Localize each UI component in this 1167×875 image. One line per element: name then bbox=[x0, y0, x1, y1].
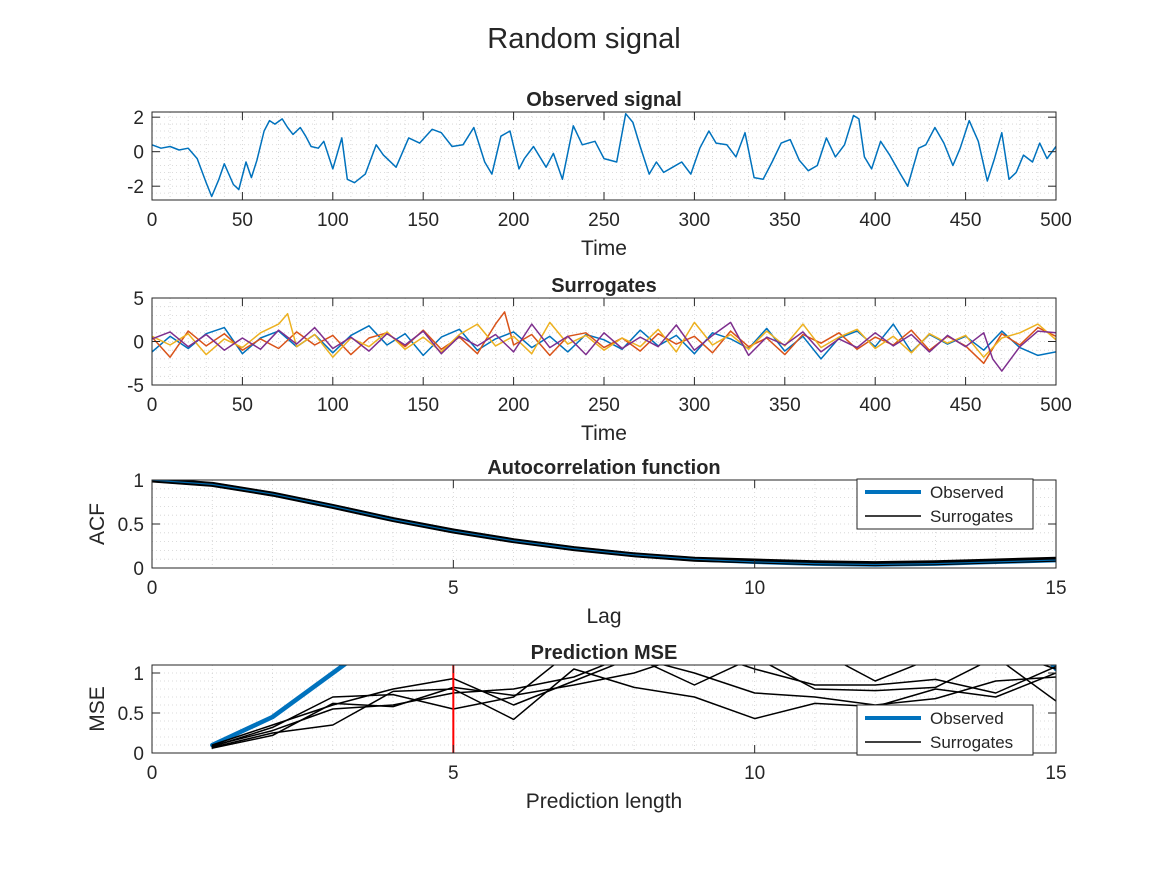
observed-y-tick-label: 2 bbox=[133, 108, 144, 129]
mse-legend-box bbox=[856, 704, 1034, 756]
mse-y-tick-label: 0 bbox=[133, 744, 144, 765]
mse-x-axis-label: Prediction length bbox=[526, 790, 682, 813]
mse-series-group bbox=[210, 665, 1056, 753]
acf-panel: 0 5 10 15 0 0.5 1 Autocorrelation function Lag AC… bbox=[86, 457, 1067, 628]
acf-series-group bbox=[152, 480, 1056, 567]
surrogates-x-tick-label: 400 bbox=[859, 395, 891, 416]
surrogates-y-tick-label: 0 bbox=[133, 333, 144, 354]
surrogates-x-tick-label: 50 bbox=[232, 395, 253, 416]
mse-y-tick-label: 1 bbox=[133, 664, 144, 685]
observed-series-group bbox=[152, 112, 1056, 198]
observed-x-tick-label: 100 bbox=[317, 210, 349, 231]
surrogates-x-tick-label: 500 bbox=[1040, 395, 1072, 416]
observed-x-tick-label: 50 bbox=[232, 210, 253, 231]
mse-panel: 0 5 10 15 0 0.5 1 Prediction MSE Prediction leng… bbox=[86, 642, 1067, 813]
observed-panel: 0 50 100 150 200 250 300 350 400 450 500-202Observ… bbox=[127, 89, 1072, 260]
acf-legend-label-observed: Observed bbox=[930, 483, 1004, 502]
mse-series-line-surrogates-4 bbox=[211, 668, 1056, 749]
surrogates-series-group bbox=[152, 311, 1056, 372]
surrogates-x-tick-label: 0 bbox=[147, 395, 158, 416]
observed-y-tick-label: -2 bbox=[127, 177, 144, 198]
mse-y-axis-label: MSE bbox=[86, 686, 109, 732]
acf-legend: Observed Surrogates bbox=[856, 478, 1034, 530]
acf-legend-label-surrogates: Surrogates bbox=[930, 507, 1013, 526]
observed-x-tick-label: 300 bbox=[679, 210, 711, 231]
acf-legend-box bbox=[856, 478, 1034, 530]
surrogates-x-tick-label: 100 bbox=[317, 395, 349, 416]
observed-x-tick-label: 400 bbox=[859, 210, 891, 231]
surrogates-y-tick-label: 5 bbox=[133, 289, 144, 310]
observed-x-tick-label: 0 bbox=[147, 210, 158, 231]
mse-legend: Observed Surrogates bbox=[856, 704, 1034, 756]
surrogates-x-axis-label: Time bbox=[581, 422, 627, 445]
acf-y-tick-label: 0.5 bbox=[118, 515, 144, 536]
surrogates-series-line-line-2 bbox=[152, 311, 1056, 365]
mse-series-line-surrogates-2 bbox=[211, 665, 1056, 748]
surrogates-x-tick-label: 250 bbox=[588, 395, 620, 416]
acf-x-axis-label: Lag bbox=[586, 605, 621, 628]
surrogates-x-tick-label: 450 bbox=[950, 395, 982, 416]
observed-title: Observed signal bbox=[526, 89, 682, 111]
mse-axes-box bbox=[151, 664, 1057, 754]
mse-x-tick-label: 10 bbox=[744, 763, 765, 784]
mse-series-line-surrogates-5 bbox=[211, 665, 1056, 747]
acf-x-tick-label: 5 bbox=[448, 578, 459, 599]
mse-x-tick-label: 15 bbox=[1045, 763, 1066, 784]
surrogates-x-tick-label: 150 bbox=[407, 395, 439, 416]
acf-y-axis-label: ACF bbox=[86, 503, 109, 545]
observed-x-tick-label: 500 bbox=[1040, 210, 1072, 231]
surrogates-title: Surrogates bbox=[551, 275, 657, 297]
observed-x-tick-label: 150 bbox=[407, 210, 439, 231]
surrogates-y-tick-label: -5 bbox=[127, 376, 144, 397]
acf-x-tick-label: 0 bbox=[147, 578, 158, 599]
mse-series-line-surrogates-6 bbox=[211, 665, 1056, 749]
surrogates-panel: 0 50 100 150 200 250 300 350 400 450 500-505Surrog… bbox=[127, 275, 1072, 445]
mse-x-tick-label: 5 bbox=[448, 763, 459, 784]
surrogates-x-tick-label: 300 bbox=[679, 395, 711, 416]
acf-title: Autocorrelation function bbox=[487, 457, 720, 479]
acf-y-tick-label: 0 bbox=[133, 559, 144, 580]
acf-observed-highlight bbox=[152, 480, 1056, 566]
observed-x-axis-label: Time bbox=[581, 237, 627, 260]
mse-legend-label-surrogates: Surrogates bbox=[930, 733, 1013, 752]
acf-y-tick-label: 1 bbox=[133, 471, 144, 492]
observed-x-tick-label: 200 bbox=[498, 210, 530, 231]
mse-y-tick-label: 0.5 bbox=[118, 704, 144, 725]
mse-legend-label-observed: Observed bbox=[930, 709, 1004, 728]
observed-y-tick-label: 0 bbox=[133, 143, 144, 164]
observed-x-tick-label: 350 bbox=[769, 210, 801, 231]
acf-x-tick-label: 15 bbox=[1045, 578, 1066, 599]
observed-series-line-line-1 bbox=[152, 112, 1056, 198]
acf-x-tick-label: 10 bbox=[744, 578, 765, 599]
mse-series-line-surrogates-3 bbox=[211, 665, 1056, 746]
subplot-panels: 0 50 100 150 200 250 300 350 400 450 500-202Observ… bbox=[86, 89, 1072, 813]
observed-x-tick-label: 450 bbox=[950, 210, 982, 231]
mse-x-tick-label: 0 bbox=[147, 763, 158, 784]
mse-title: Prediction MSE bbox=[531, 642, 678, 664]
surrogates-series-line-line-4 bbox=[152, 321, 1056, 372]
surrogates-x-tick-label: 350 bbox=[769, 395, 801, 416]
observed-x-tick-label: 250 bbox=[588, 210, 620, 231]
figure-title: Random signal bbox=[487, 23, 680, 55]
surrogates-x-tick-label: 200 bbox=[498, 395, 530, 416]
